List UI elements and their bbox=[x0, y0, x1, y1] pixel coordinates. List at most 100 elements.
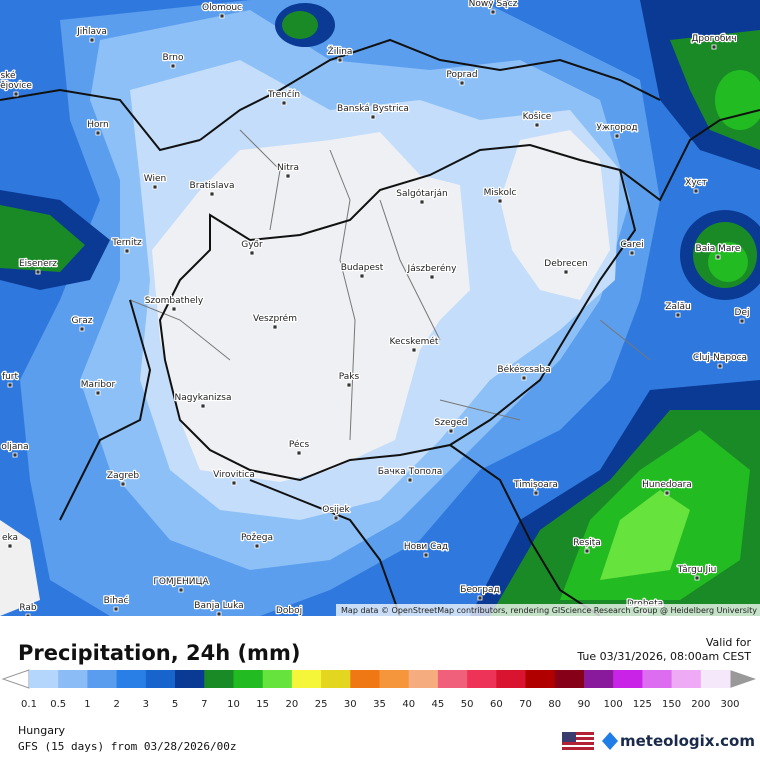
legend-swatch bbox=[437, 670, 468, 688]
legend-swatch bbox=[116, 670, 147, 688]
city-dot bbox=[79, 326, 85, 332]
title: Precipitation, 24h (mm) bbox=[18, 641, 300, 665]
city-dot bbox=[694, 575, 700, 581]
city-dot bbox=[563, 269, 569, 275]
city-dot bbox=[629, 250, 635, 256]
legend-swatch bbox=[233, 670, 264, 688]
city-dot bbox=[200, 403, 206, 409]
legend-swatch bbox=[408, 670, 439, 688]
city-label: Târgu Jiu bbox=[677, 565, 717, 575]
legend-swatch bbox=[350, 670, 380, 688]
city-label: Veszprém bbox=[253, 313, 297, 324]
attribution: Map data © OpenStreetMap contributors, r… bbox=[341, 606, 757, 615]
legend-label: 15 bbox=[256, 699, 269, 710]
city-dot bbox=[272, 324, 278, 330]
city-label: ГОМЈЕНИЦА bbox=[153, 577, 209, 587]
city-label: Бачка Топола bbox=[378, 467, 442, 477]
legend-swatch bbox=[671, 670, 702, 688]
city-dot bbox=[249, 250, 255, 256]
legend-swatch bbox=[262, 670, 293, 688]
city-label: Timișoara bbox=[513, 480, 558, 490]
legend-label: 60 bbox=[490, 699, 503, 710]
city-dot bbox=[219, 13, 225, 19]
legend-swatch bbox=[379, 670, 410, 688]
map: Olomouc Jihlava Brno Žilina Poprad Nowy Sącz Д… bbox=[0, 0, 760, 622]
legend-label: 80 bbox=[548, 699, 561, 710]
city-label: Virovitica bbox=[213, 470, 255, 480]
flag bbox=[562, 732, 594, 750]
city-label: Debrecen bbox=[544, 259, 587, 269]
city-dot bbox=[5, 81, 11, 87]
legend-swatch bbox=[145, 670, 176, 688]
legend-label: 70 bbox=[519, 699, 532, 710]
legend-swatch bbox=[554, 670, 585, 688]
city-dot bbox=[231, 480, 237, 486]
city-dot bbox=[13, 91, 19, 97]
city-label: Maribor bbox=[81, 380, 116, 390]
city-label: Olomouc bbox=[202, 3, 242, 13]
city-dot bbox=[429, 274, 435, 280]
city-label: Cluj-Napoca bbox=[693, 353, 747, 363]
city-dot bbox=[477, 595, 483, 601]
city-dot bbox=[296, 450, 302, 456]
city-label: furt bbox=[2, 372, 19, 382]
city-label: Horn bbox=[87, 120, 109, 130]
city-dot bbox=[533, 490, 539, 496]
valid-time: Tue 03/31/2026, 08:00am CEST bbox=[576, 650, 751, 663]
legend-label: 300 bbox=[720, 699, 739, 710]
city-dot bbox=[254, 543, 260, 549]
city-dot bbox=[448, 428, 454, 434]
city-dot bbox=[7, 382, 13, 388]
city-label: Doboj bbox=[276, 606, 302, 616]
city-label: Budapest bbox=[341, 263, 384, 273]
legend-label: 5 bbox=[172, 699, 178, 710]
precip-high bbox=[600, 490, 690, 580]
city-label: Pécs bbox=[289, 439, 310, 450]
legend-label: 200 bbox=[691, 699, 710, 710]
city-dot bbox=[89, 37, 95, 43]
country-borders bbox=[0, 38, 760, 617]
city-dot bbox=[497, 198, 503, 204]
valid-label: Valid for bbox=[706, 636, 752, 649]
city-label: Paks bbox=[339, 372, 360, 382]
city-label: Požega bbox=[241, 533, 273, 543]
city-dot bbox=[693, 188, 699, 194]
city-dot bbox=[95, 390, 101, 396]
city-label: Miskolc bbox=[484, 188, 517, 198]
legend-swatch bbox=[29, 670, 59, 688]
city-dot bbox=[370, 114, 376, 120]
city-dot bbox=[12, 452, 18, 458]
model-run: GFS (15 days) from 03/28/2026/00z bbox=[18, 740, 237, 753]
city-label: Eisenerz bbox=[19, 259, 57, 269]
city-label: Békéscsaba bbox=[497, 364, 550, 375]
city-label: Jászberény bbox=[407, 263, 458, 274]
legend-label: 45 bbox=[432, 699, 445, 710]
legend-label: 35 bbox=[373, 699, 386, 710]
city-dot bbox=[113, 606, 119, 612]
legend-label: 3 bbox=[143, 699, 149, 710]
city-label: Jihlava bbox=[76, 27, 107, 37]
city-dot bbox=[152, 184, 158, 190]
legend-swatch bbox=[613, 670, 643, 688]
city-dot bbox=[419, 199, 425, 205]
legend-swatch bbox=[321, 670, 351, 688]
city-dot bbox=[407, 477, 413, 483]
city-label: Zalău bbox=[665, 302, 690, 312]
precip-low bbox=[152, 132, 470, 482]
city-label: ějovice bbox=[0, 81, 32, 91]
city-dot bbox=[124, 248, 130, 254]
city-dot bbox=[178, 587, 184, 593]
city-label: Košice bbox=[523, 111, 552, 122]
city-label: Brno bbox=[163, 53, 184, 63]
legend-label: 1 bbox=[84, 699, 90, 710]
city-dot bbox=[285, 173, 291, 179]
city-label: Carei bbox=[620, 240, 643, 250]
city-label: Szeged bbox=[435, 418, 468, 428]
precip-high bbox=[715, 70, 760, 130]
city-label: Žilina bbox=[328, 45, 353, 57]
city-label: Bratislava bbox=[190, 181, 235, 191]
city-dot bbox=[359, 273, 365, 279]
precip-low bbox=[500, 130, 610, 300]
legend-swatch bbox=[291, 670, 322, 688]
